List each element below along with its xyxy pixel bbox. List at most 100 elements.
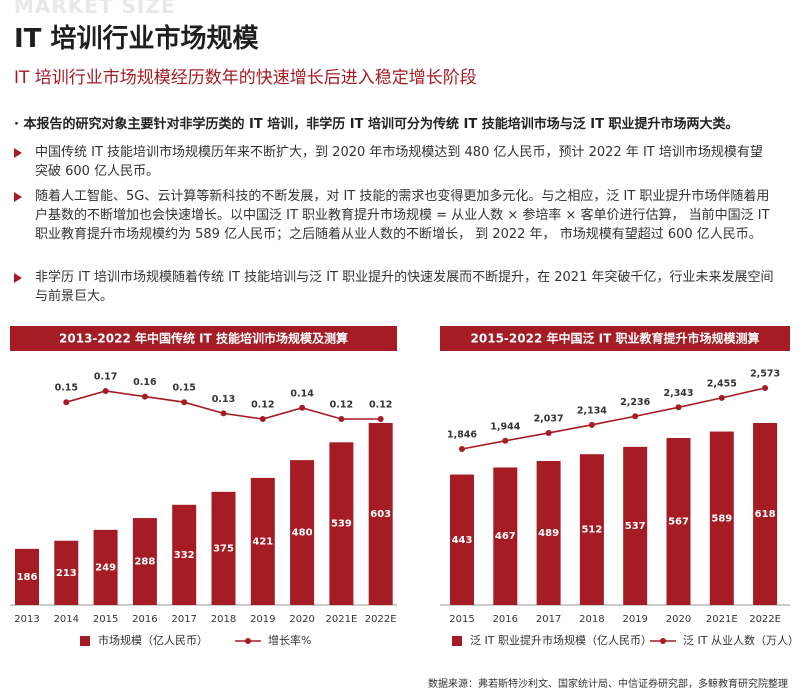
point-label: 0.13 [212,394,235,405]
bullet: 中国传统 IT 技能培训市场规模历年来不断扩大，到 2020 年市场规模达到 4… [14,143,774,181]
x-tick-label: 2020 [289,614,314,625]
bar-label: 332 [174,550,195,561]
line-point [102,388,109,394]
point-label: 0.16 [133,377,157,388]
x-tick-label: 2019 [622,614,647,625]
line-point [459,446,465,452]
legend-dot [245,638,251,644]
x-tick-label: 2014 [54,614,79,625]
x-tick-label: 2015 [93,614,118,625]
x-tick-label: 2019 [250,614,275,625]
point-label: 2,037 [534,413,564,424]
x-tick-label: 2021E [706,614,738,625]
x-tick-label: 2017 [536,614,561,625]
bar-label: 249 [95,562,116,573]
legend-label: 增长率% [268,633,311,647]
line-point [220,410,227,417]
point-label: 0.12 [369,400,392,411]
point-label: 2,573 [750,369,780,380]
bar [329,442,354,605]
x-tick-label: 2022E [749,614,781,625]
point-label: 2,343 [663,388,693,399]
line-point [259,416,266,422]
point-label: 1,944 [490,421,520,432]
bar-label: 537 [625,521,646,532]
point-label: 0.14 [290,388,314,399]
line-point [299,404,306,411]
line-point [762,385,769,391]
line-point [718,394,725,401]
bar [536,460,561,605]
chart-header [440,326,790,351]
bullet: 随着人工智能、5G、云计算等新科技的不断发展，对 IT 技能的需求也变得更加多元… [14,187,774,244]
line-point [63,399,70,406]
point-label: 1,846 [447,430,477,441]
legend-label: 泛 IT 从业人数（万人） [683,634,799,647]
point-label: 0.12 [330,400,353,411]
line-point [338,416,345,422]
bar-label: 421 [252,536,273,547]
bar-label: 589 [711,513,732,524]
legend-swatch [80,636,90,646]
legend-label: 泛 IT 职业提升市场规模（亿人民币） [470,633,652,647]
bar [93,529,118,605]
x-tick-label: 2016 [132,614,157,625]
line [461,387,766,450]
bar-label: 567 [668,517,689,528]
line-point [181,399,188,406]
x-tick-label: 2022E [365,614,397,625]
bar [54,540,79,605]
point-label: 2,134 [577,405,607,416]
bar-label: 480 [292,528,313,539]
bullet-text: 随着人工智能、5G、云计算等新科技的不断发展，对 IT 技能的需求也变得更加多元… [35,189,770,242]
point-label: 0.17 [94,372,117,383]
bar [709,431,734,605]
bar [753,423,778,605]
legend-label: 市场规模（亿人民币） [98,633,208,647]
chart-title: 2015-2022 年中国泛 IT 职业教育提升市场规模测算 [471,331,760,346]
line-point [377,416,384,422]
bar-label: 213 [56,568,77,579]
bar-label: 288 [134,557,155,568]
bar [623,446,648,605]
x-tick-label: 2018 [579,614,604,625]
chart-title: 2013-2022 年中国传统 IT 技能培训市场规模及测算 [59,331,348,346]
bar-label: 186 [17,572,38,583]
point-label: 2,236 [620,397,650,408]
legend-swatch [452,636,462,646]
line-point [588,421,595,428]
bullet-text: 非学历 IT 培训市场规模随着传统 IT 技能培训与泛 IT 职业提升的快速发展… [35,270,774,304]
bullet: 非学历 IT 培训市场规模随着传统 IT 技能培训与泛 IT 职业提升的快速发展… [14,268,774,306]
bar-label: 489 [538,528,559,539]
bar-label: 467 [495,531,516,542]
point-label: 2,455 [707,378,737,389]
source: 数据来源：弗若斯特沙利文、国家统计局、中信证券研究部，多鲸教育研究院整理 [428,679,788,690]
bar [368,423,393,605]
line-point [632,413,639,420]
intro: · 本报告的研究对象主要针对非学历类的 IT 培训，非学历 IT 培训可分为传统… [14,117,739,132]
bar-label: 603 [370,509,391,520]
title: IT 培训行业市场规模 [14,24,259,54]
point-label: 0.15 [172,383,195,394]
legend-dot [660,638,666,644]
subtitle: IT 培训行业市场规模经历数年的快速增长后进入稳定增长阶段 [14,68,477,88]
x-tick-label: 2021E [326,614,358,625]
bar [290,460,315,605]
point-label: 0.15 [55,383,78,394]
x-tick-label: 2018 [211,614,236,625]
point-label: 0.12 [251,400,274,411]
bar [493,467,518,605]
bar [132,518,157,605]
chart-header [10,326,397,351]
x-tick-label: 2020 [666,614,691,625]
line-point [545,429,552,436]
bar [15,548,39,605]
x-tick-label: 2017 [171,614,196,625]
bar [250,477,275,605]
x-tick-label: 2016 [493,614,518,625]
x-tick-label: 2013 [14,614,39,625]
bar-label: 375 [213,543,234,554]
x-tick-label: 2015 [449,614,474,625]
